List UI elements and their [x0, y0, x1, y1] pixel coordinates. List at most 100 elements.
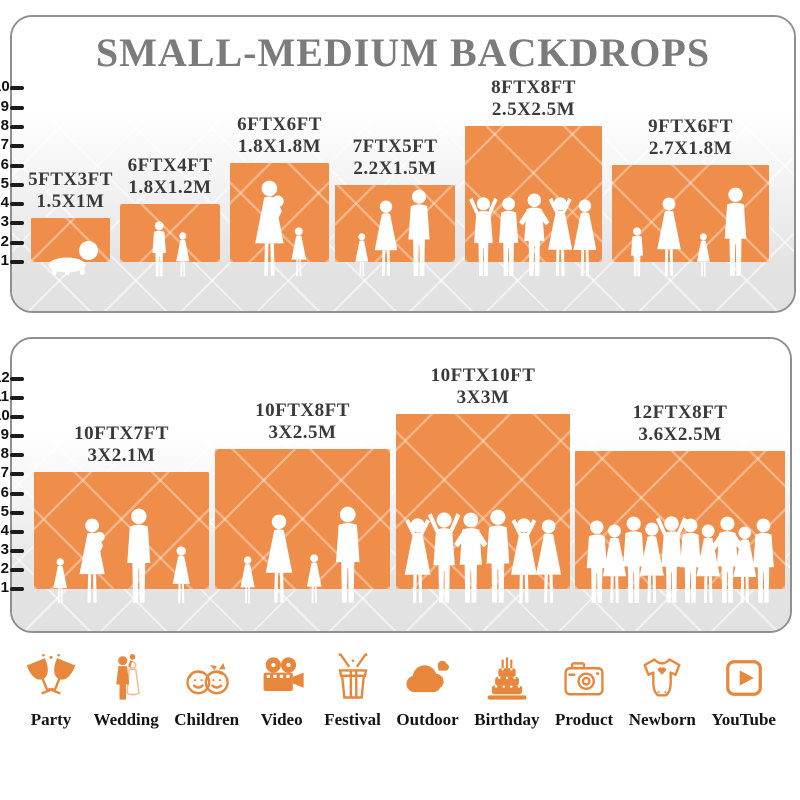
size-meters-label: 1.5X1M [36, 191, 105, 212]
ruler-number: 11 [0, 388, 9, 405]
ruler-tick [10, 567, 24, 572]
category-party: Party [24, 652, 78, 730]
family-of-four-holding-hands-silhouette [238, 504, 368, 604]
size-feet-label: 12FTX8FT [632, 402, 728, 423]
category-label: YouTube [711, 710, 776, 729]
backdrop-size-label: 10FTX7FT 3X2.1M [37, 423, 207, 467]
ruler-number: 5 [0, 502, 9, 520]
ruler-number: 5 [0, 174, 9, 192]
product-icon [558, 652, 610, 704]
ruler-number: 6 [0, 155, 9, 173]
category-label: Birthday [474, 710, 540, 729]
ruler-tick [10, 86, 24, 91]
ruler-number: 7 [0, 136, 9, 154]
group-of-six-posing-silhouette [400, 507, 566, 604]
family-of-four-silhouette [51, 506, 193, 604]
festival-icon [327, 652, 379, 704]
ruler-number: 8 [0, 445, 9, 463]
backdrop-size-label: 7FTX5FT 2.2X1.5M [310, 136, 480, 180]
backdrop-5ftx3ft [31, 218, 110, 262]
ruler-tick [10, 221, 24, 226]
size-feet-label: 9FTX6FT [648, 116, 733, 137]
ruler-number: 10 [0, 407, 10, 425]
category-label: Newborn [628, 710, 696, 729]
size-meters-label: 1.8X1.8M [237, 136, 322, 157]
size-meters-label: 3X2.1M [87, 445, 156, 466]
ruler-tick [10, 415, 24, 420]
category-birthday: Birthday [474, 652, 539, 730]
page-title: SMALL-MEDIUM BACKDROPS [95, 30, 711, 75]
category-video: Video [255, 652, 309, 730]
backdrop-size-label: 6FTX4FT 1.8X1.2M [85, 155, 255, 199]
backdrop-size-label: 5FTX3FT 1.5X1M [0, 169, 156, 213]
size-feet-label: 10FTX8FT [255, 400, 350, 421]
size-feet-label: 10FTX7FT [74, 423, 169, 444]
ruler-number: 1 [0, 252, 9, 269]
category-label: Wedding [93, 710, 159, 729]
ruler-tick [10, 434, 24, 439]
children-icon [181, 652, 233, 704]
ruler-number: 4 [0, 521, 9, 539]
ruler-tick [10, 587, 24, 591]
size-meters-label: 3X3M [456, 387, 510, 408]
family-of-four-holding-hands-silhouette [627, 185, 754, 277]
backdrop-size-label: 8FTX8FT 2.5X2.5M [449, 77, 619, 121]
category-label: Children [174, 710, 240, 729]
category-outdoor: Outdoor [396, 652, 459, 730]
wedding-icon [100, 652, 152, 704]
category-newborn: Newborn [629, 652, 696, 730]
ruler-number: 12 [0, 368, 10, 386]
panel-background [12, 17, 794, 311]
ruler-tick [10, 548, 24, 553]
backdrop-size-label: 6FTX6FT 1.8X1.8M [195, 114, 365, 158]
ruler-number: 9 [0, 426, 9, 444]
backdrop-6ftx4ft [120, 204, 220, 262]
backdrop-size-label: 10FTX8FT 3X2.5M [218, 400, 388, 444]
family-of-three-silhouette [353, 187, 437, 277]
ruler-tick [10, 163, 24, 168]
ruler-number: 9 [0, 97, 9, 115]
category-festival: Festival [324, 652, 381, 730]
ruler-number: 10 [0, 78, 10, 96]
crowd-of-ten-silhouette [580, 512, 781, 604]
category-label: Video [260, 710, 303, 729]
ruler-tick [10, 453, 24, 458]
backdrop-size-label: 9FTX6FT 2.7X1.8M [606, 116, 776, 160]
ruler-number: 7 [0, 464, 9, 482]
size-meters-label: 2.7X1.8M [648, 138, 733, 159]
ruler-tick [10, 376, 24, 381]
outdoor-icon [402, 652, 454, 704]
size-feet-label: 8FTX8FT [491, 77, 576, 98]
category-children: Children [174, 652, 239, 730]
two-children-silhouette [148, 219, 192, 277]
category-label: Outdoor [396, 710, 459, 729]
ruler-tick [10, 529, 24, 534]
ruler-tick [10, 240, 24, 245]
youtube-icon [718, 652, 770, 704]
party-icon [25, 652, 77, 704]
small-medium-backdrops-panel: SMALL-MEDIUM BACKDROPS 1 234 567 8910 5FTX3F… [0, 15, 796, 313]
size-meters-label: 3X2.5M [268, 422, 337, 443]
backdrop-size-label: 12FTX8FT 3.6X2.5M [595, 402, 765, 446]
ruler-number: 2 [0, 232, 9, 250]
ruler-tick [10, 202, 24, 207]
backdrop-10ftx8ft [215, 449, 390, 589]
birthday-icon [481, 652, 533, 704]
category-label: Festival [324, 710, 381, 729]
ruler-tick [10, 472, 24, 477]
ruler-number: 8 [0, 116, 9, 134]
size-feet-label: 5FTX3FT [28, 169, 113, 190]
ruler-number: 3 [0, 540, 9, 558]
size-feet-label: 6FTX6FT [237, 114, 322, 135]
category-label: Product [554, 710, 614, 729]
size-meters-label: 1.8X1.2M [128, 177, 212, 198]
ruler-number: 3 [0, 213, 9, 231]
size-feet-label: 10FTX10FT [430, 365, 536, 386]
video-icon [256, 652, 308, 704]
category-row: Party Wedding Children Video Festival Ou… [0, 652, 800, 730]
ruler-tick [10, 105, 24, 110]
category-wedding: Wedding [94, 652, 159, 730]
size-meters-label: 3.6X2.5M [638, 424, 722, 445]
category-label: Party [30, 710, 72, 729]
